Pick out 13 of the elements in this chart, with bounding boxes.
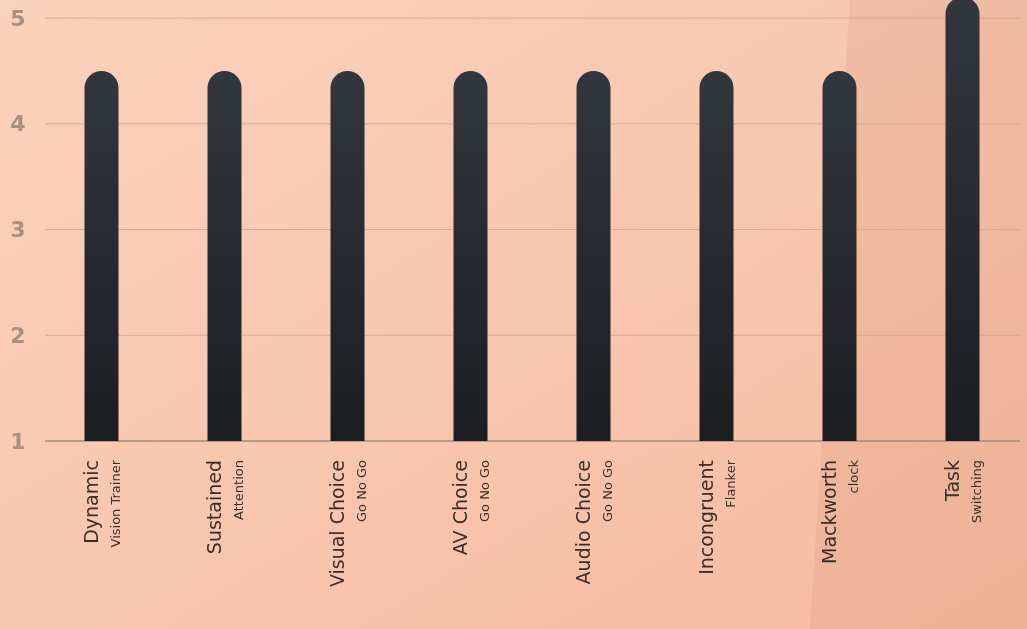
x-tick-label: Incongruent Flanker [694, 459, 738, 575]
x-tick-label: Task Switching [940, 460, 984, 524]
y-tick-label: 3 [10, 217, 26, 243]
y-tick-label: 5 [10, 5, 26, 31]
y-tick-label: 1 [10, 428, 26, 454]
x-tick-label: Sustained Attention [202, 460, 246, 555]
x-tick-label: Dynamic Vision Trainer [79, 459, 123, 548]
y-tick-label: 4 [10, 111, 26, 137]
y-tick-label: 2 [10, 322, 26, 348]
x-tick-label: Visual Choice Go No Go [325, 459, 369, 588]
x-tick-label: Audio Choice Go No Go [571, 459, 615, 585]
x-tick-label: AV Choice Go No Go [448, 459, 492, 556]
x-tick-label: Mackworth clock [817, 459, 861, 564]
